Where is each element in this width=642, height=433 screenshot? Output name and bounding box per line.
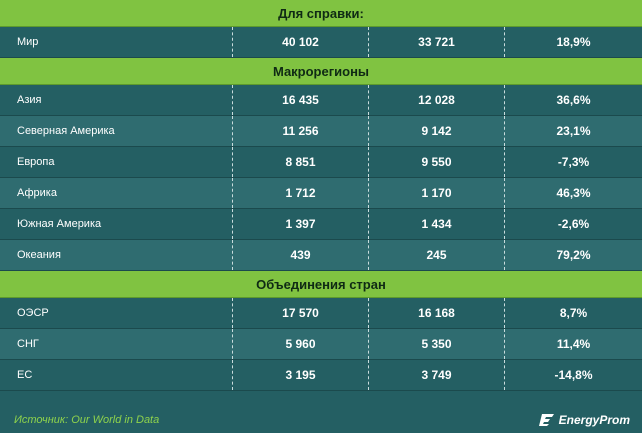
value-col-3: 11,4% [504, 329, 642, 359]
value-col-3: 18,9% [504, 27, 642, 57]
source-note: Источник: Our World in Data [14, 413, 160, 426]
value-col-1: 5 960 [232, 329, 368, 359]
table-row: ЕС 3 195 3 749 -14,8% [0, 360, 642, 391]
value-col-2: 12 028 [368, 85, 504, 115]
value-col-1: 8 851 [232, 147, 368, 177]
value-col-2: 1 170 [368, 178, 504, 208]
table-row: Африка 1 712 1 170 46,3% [0, 178, 642, 209]
value-col-3: -2,6% [504, 209, 642, 239]
row-name: Европа [17, 156, 55, 168]
data-table: Для справки: Мир 40 102 33 721 18,9% Мак… [0, 0, 642, 391]
row-name: Океания [17, 249, 61, 261]
value-col-3: -7,3% [504, 147, 642, 177]
brand-name: EnergyProm [558, 412, 630, 427]
row-name: Африка [17, 187, 57, 199]
table-row: Азия 16 435 12 028 36,6% [0, 85, 642, 116]
table-row: Южная Америка 1 397 1 434 -2,6% [0, 209, 642, 240]
value-col-1: 439 [232, 240, 368, 270]
section-header-reference: Для справки: [0, 0, 642, 27]
value-col-3: 23,1% [504, 116, 642, 146]
section-title: Объединения стран [256, 276, 386, 292]
value-col-2: 5 350 [368, 329, 504, 359]
row-name: ОЭСР [17, 307, 49, 319]
section-title: Для справки: [278, 5, 364, 21]
row-name: Азия [17, 94, 42, 106]
row-name: Северная Америка [17, 125, 115, 137]
value-col-3: 46,3% [504, 178, 642, 208]
value-col-3: -14,8% [504, 360, 642, 390]
section-header-country-groups: Объединения стран [0, 271, 642, 298]
value-col-2: 9 142 [368, 116, 504, 146]
row-name: СНГ [17, 338, 39, 350]
value-col-1: 1 397 [232, 209, 368, 239]
table-row: ОЭСР 17 570 16 168 8,7% [0, 298, 642, 329]
value-col-1: 17 570 [232, 298, 368, 328]
footer: Источник: Our World in Data EnergyProm [0, 406, 642, 433]
value-col-3: 36,6% [504, 85, 642, 115]
value-col-2: 33 721 [368, 27, 504, 57]
table-row: СНГ 5 960 5 350 11,4% [0, 329, 642, 360]
table-row: Северная Америка 11 256 9 142 23,1% [0, 116, 642, 147]
value-col-2: 1 434 [368, 209, 504, 239]
row-name: ЕС [17, 369, 33, 381]
value-col-2: 3 749 [368, 360, 504, 390]
brand-logo: EnergyProm [538, 412, 630, 427]
table-row: Мир 40 102 33 721 18,9% [0, 27, 642, 58]
table-row: Европа 8 851 9 550 -7,3% [0, 147, 642, 178]
row-name: Южная Америка [17, 218, 102, 230]
row-name: Мир [17, 36, 39, 48]
section-header-macroregions: Макрорегионы [0, 58, 642, 85]
value-col-1: 3 195 [232, 360, 368, 390]
table-row: Океания 439 245 79,2% [0, 240, 642, 271]
section-title: Макрорегионы [272, 63, 370, 79]
energyprom-logo-icon [538, 413, 554, 426]
value-col-3: 79,2% [504, 240, 642, 270]
value-col-1: 16 435 [232, 85, 368, 115]
value-col-1: 11 256 [232, 116, 368, 146]
value-col-3: 8,7% [504, 298, 642, 328]
value-col-2: 16 168 [368, 298, 504, 328]
value-col-2: 9 550 [368, 147, 504, 177]
value-col-1: 40 102 [232, 27, 368, 57]
value-col-1: 1 712 [232, 178, 368, 208]
value-col-2: 245 [368, 240, 504, 270]
